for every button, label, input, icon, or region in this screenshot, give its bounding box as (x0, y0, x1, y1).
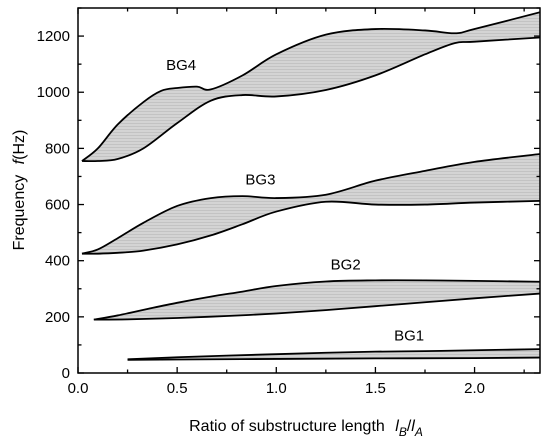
x-axis-ticks: 0.0 0.5 1.0 1.5 2.0 (68, 8, 525, 397)
plot-frame (77, 7, 541, 374)
y-tick-label: 0 (62, 365, 70, 382)
bg3-upper-edge (81, 153, 540, 255)
y-axis-ticks: 0 200 400 600 800 1000 1200 (37, 7, 540, 382)
bg2-upper-edge (93, 279, 540, 321)
x-tick-label: 0.5 (167, 380, 188, 397)
x-tick-label: 1.5 (365, 380, 386, 397)
y-tick-label: 1200 (37, 28, 70, 45)
y-tick-label: 400 (45, 253, 70, 270)
band-labels: BG1 BG2 BG3 BG4 (166, 57, 424, 345)
x-axis-var-l1: l (395, 418, 399, 435)
bg1-lower-edge (127, 356, 540, 361)
bg2-label: BG2 (331, 257, 361, 274)
bg3-label: BG3 (245, 171, 275, 188)
bg2-band-area (93, 280, 540, 320)
y-tick-label: 600 (45, 197, 70, 214)
x-axis-sub-b: B (399, 425, 407, 439)
y-tick-label: 800 (45, 140, 70, 157)
bg2-lower-edge (93, 292, 540, 321)
bg1-label: BG1 (394, 328, 424, 345)
y-axis-title: Frequency f(Hz) (11, 130, 28, 251)
y-axis-title-text: Frequency (11, 175, 28, 251)
bands-layer (81, 11, 540, 361)
x-axis-var-l2: l (411, 418, 415, 435)
bg1-upper-edge (127, 348, 540, 361)
y-tick-label: 1000 (37, 84, 70, 101)
bg4-lower-edge (81, 36, 540, 163)
y-axis-var-f: f (11, 158, 28, 164)
x-tick-label: 0.0 (68, 380, 89, 397)
x-axis-title-text: Ratio of substructure length (189, 418, 385, 435)
bg3-lower-edge (81, 199, 540, 255)
x-tick-label: 1.0 (266, 380, 287, 397)
bg3-band-area (81, 154, 540, 254)
x-axis-title: Ratio of substructure length lB/lA (189, 418, 423, 439)
bg4-band-area (81, 12, 540, 162)
y-axis-unit: (Hz) (11, 130, 28, 160)
bg4-upper-edge (81, 11, 540, 162)
x-axis-sub-a: A (414, 425, 423, 439)
x-axis-slash: / (407, 418, 412, 435)
x-tick-label: 2.0 (464, 380, 485, 397)
bg4-label: BG4 (166, 57, 196, 74)
y-tick-label: 200 (45, 309, 70, 326)
